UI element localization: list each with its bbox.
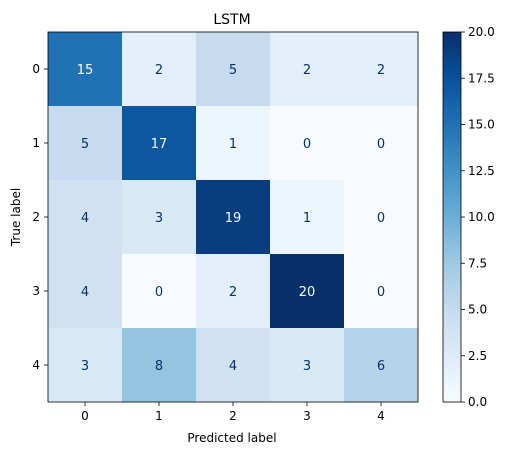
colorbar-tick-label: 5.0 xyxy=(468,303,487,317)
cell-value-label: 4 xyxy=(229,359,237,374)
heatmap-cell xyxy=(48,106,123,181)
heatmap-cell xyxy=(344,106,419,181)
heatmap-cell xyxy=(122,106,197,181)
heatmap-cell xyxy=(270,106,345,181)
colorbar-tick-label: 0.0 xyxy=(468,395,487,409)
y-tick-label: 2 xyxy=(32,210,40,224)
cell-value-label: 2 xyxy=(377,63,385,78)
colorbar-tick-label: 2.5 xyxy=(468,349,487,363)
heatmap-cell xyxy=(122,180,197,255)
heatmap-cell xyxy=(270,32,345,107)
cell-value-label: 0 xyxy=(377,137,385,152)
chart-title: LSTM xyxy=(213,12,250,28)
heatmap-cell-labels: 15 2 5 2 2 5 17 1 0 0 4 3 19 1 0 4 0 2 20 0 3 8 4 3 6 xyxy=(77,63,385,374)
cell-value-label: 15 xyxy=(77,63,94,78)
colorbar-tick-label: 10.0 xyxy=(468,210,495,224)
heatmap-cell xyxy=(122,328,197,403)
heatmap-cells xyxy=(48,32,419,403)
cell-value-label: 20 xyxy=(299,285,316,300)
heatmap-cell xyxy=(48,328,123,403)
y-tick-label: 0 xyxy=(32,62,40,76)
x-tick-label: 0 xyxy=(81,409,89,423)
cell-value-label: 4 xyxy=(81,211,89,226)
cell-value-label: 19 xyxy=(225,211,242,226)
y-tick-label: 1 xyxy=(32,136,40,150)
cell-value-label: 0 xyxy=(155,285,163,300)
heatmap-cell xyxy=(196,328,271,403)
cell-value-label: 0 xyxy=(377,211,385,226)
x-tick-label: 3 xyxy=(303,409,311,423)
heatmap-cell xyxy=(122,32,197,107)
heatmap-cell xyxy=(122,254,197,329)
heatmap-cell xyxy=(270,180,345,255)
heatmap-cell xyxy=(48,254,123,329)
cell-value-label: 5 xyxy=(81,137,89,152)
heatmap-cell xyxy=(344,254,419,329)
heatmap-cell xyxy=(196,254,271,329)
heatmap-cell xyxy=(270,328,345,403)
x-axis-label: Predicted label xyxy=(187,431,276,445)
cell-value-label: 5 xyxy=(229,63,237,78)
colorbar-tick-label: 7.5 xyxy=(468,256,487,270)
cell-value-label: 17 xyxy=(151,137,168,152)
cell-value-label: 0 xyxy=(303,137,311,152)
cell-value-label: 8 xyxy=(155,359,163,374)
x-axis-ticks: 0 1 2 3 4 xyxy=(81,402,385,423)
cell-value-label: 2 xyxy=(155,63,163,78)
cell-value-label: 6 xyxy=(377,359,385,374)
x-tick-label: 1 xyxy=(155,409,163,423)
heatmap-cell xyxy=(196,32,271,107)
heatmap-cell xyxy=(344,328,419,403)
colorbar xyxy=(442,31,462,403)
y-tick-label: 3 xyxy=(32,284,40,298)
heatmap-cell xyxy=(196,106,271,181)
colorbar-tick-label: 15.0 xyxy=(468,118,495,132)
cell-value-label: 2 xyxy=(229,285,237,300)
cell-value-label: 3 xyxy=(303,359,311,374)
cell-value-label: 1 xyxy=(229,137,237,152)
cell-value-label: 1 xyxy=(303,211,311,226)
y-axis-label: True label xyxy=(9,188,23,247)
heatmap-cell xyxy=(270,254,345,329)
heatmap-cell xyxy=(48,32,123,107)
cell-value-label: 2 xyxy=(303,63,311,78)
x-tick-label: 2 xyxy=(229,409,237,423)
colorbar-tick-label: 12.5 xyxy=(468,164,495,178)
heatmap-cell xyxy=(196,180,271,255)
heatmap-cell xyxy=(344,180,419,255)
colorbar-tick-label: 20.0 xyxy=(468,25,495,39)
cell-value-label: 4 xyxy=(81,285,89,300)
y-tick-label: 4 xyxy=(32,358,40,372)
heatmap-cell xyxy=(48,180,123,255)
cell-value-label: 3 xyxy=(155,211,163,226)
heatmap-cell xyxy=(344,32,419,107)
cell-value-label: 0 xyxy=(377,285,385,300)
colorbar-ticks: 0.0 2.5 5.0 7.5 10.0 12.5 15.0 17.5 20.0 xyxy=(461,25,495,409)
x-tick-label: 4 xyxy=(377,409,385,423)
cell-value-label: 3 xyxy=(81,359,89,374)
colorbar-tick-label: 17.5 xyxy=(468,71,495,85)
y-axis-ticks: 0 1 2 3 4 xyxy=(32,62,48,372)
